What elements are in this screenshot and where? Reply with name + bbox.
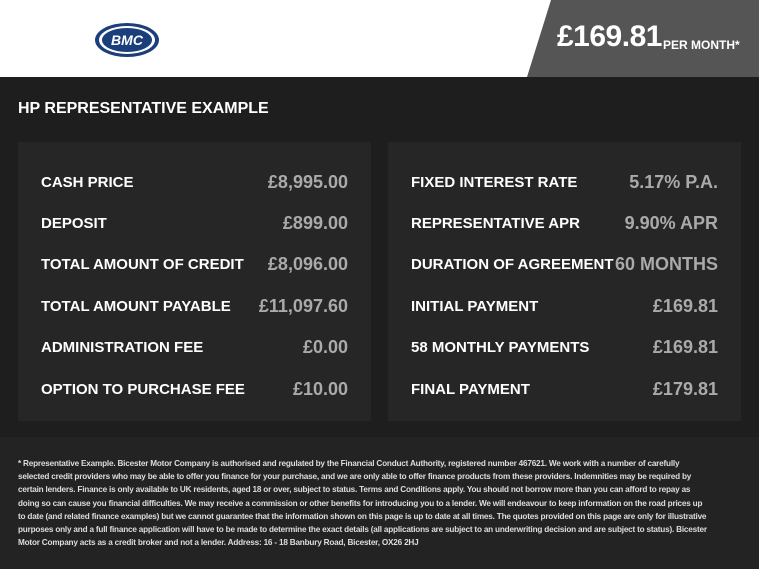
row-apr: REPRESENTATIVE APR 9.90% APR xyxy=(411,211,718,235)
label: CASH PRICE xyxy=(41,173,134,191)
label: TOTAL AMOUNT PAYABLE xyxy=(41,297,231,315)
row-initial-payment: INITIAL PAYMENT £169.81 xyxy=(411,294,718,318)
value: £10.00 xyxy=(292,378,348,399)
footer: * Representative Example. Bicester Motor… xyxy=(0,437,759,569)
value: 9.90% APR xyxy=(624,212,718,233)
disclaimer-text: * Representative Example. Bicester Motor… xyxy=(18,459,707,548)
label: ADMINISTRATION FEE xyxy=(41,338,204,356)
value: £169.81 xyxy=(652,336,718,357)
monthly-price: £169.81 xyxy=(557,20,662,53)
monthly-price-box: £169.81 PER MONTH* xyxy=(527,0,759,77)
finance-panel-right: FIXED INTEREST RATE 5.17% P.A. REPRESENTA… xyxy=(388,142,741,421)
bmc-logo[interactable]: BMC xyxy=(94,22,160,58)
logo-text: BMC xyxy=(111,32,144,48)
row-total-credit: TOTAL AMOUNT OF CREDIT £8,096.00 xyxy=(41,252,348,276)
label: FIXED INTEREST RATE xyxy=(411,173,578,191)
value: £169.81 xyxy=(652,295,718,316)
value: £179.81 xyxy=(652,378,718,399)
label: DEPOSIT xyxy=(41,214,107,232)
per-month-label: PER MONTH* xyxy=(663,38,740,52)
row-duration: DURATION OF AGREEMENT 60 MONTHS xyxy=(411,252,718,276)
row-admin-fee: ADMINISTRATION FEE £0.00 xyxy=(41,335,348,359)
value: 5.17% P.A. xyxy=(629,171,718,192)
row-deposit: DEPOSIT £899.00 xyxy=(41,211,348,235)
header: BMC £169.81 PER MONTH* xyxy=(0,0,759,77)
label: DURATION OF AGREEMENT xyxy=(411,255,614,273)
row-total-payable: TOTAL AMOUNT PAYABLE £11,097.60 xyxy=(41,294,348,318)
row-monthly-payments: 58 MONTHLY PAYMENTS £169.81 xyxy=(411,335,718,359)
row-final-payment: FINAL PAYMENT £179.81 xyxy=(411,377,718,401)
value: 60 MONTHS xyxy=(614,253,718,274)
value: £11,097.60 xyxy=(258,295,348,316)
value: £8,096.00 xyxy=(267,253,348,274)
label: FINAL PAYMENT xyxy=(411,380,530,398)
label: TOTAL AMOUNT OF CREDIT xyxy=(41,255,244,273)
section-title: HP REPRESENTATIVE EXAMPLE xyxy=(18,100,269,117)
row-interest-rate: FIXED INTEREST RATE 5.17% P.A. xyxy=(411,170,718,194)
label: OPTION TO PURCHASE FEE xyxy=(41,380,245,398)
value: £0.00 xyxy=(302,336,348,357)
row-cash-price: CASH PRICE £8,995.00 xyxy=(41,170,348,194)
label: REPRESENTATIVE APR xyxy=(411,214,580,232)
finance-panel-left: CASH PRICE £8,995.00 DEPOSIT £899.00 TOTAL… xyxy=(18,142,371,421)
value: £899.00 xyxy=(282,212,348,233)
label: 58 MONTHLY PAYMENTS xyxy=(411,338,590,356)
row-option-fee: OPTION TO PURCHASE FEE £10.00 xyxy=(41,377,348,401)
value: £8,995.00 xyxy=(267,171,348,192)
label: INITIAL PAYMENT xyxy=(411,297,539,315)
